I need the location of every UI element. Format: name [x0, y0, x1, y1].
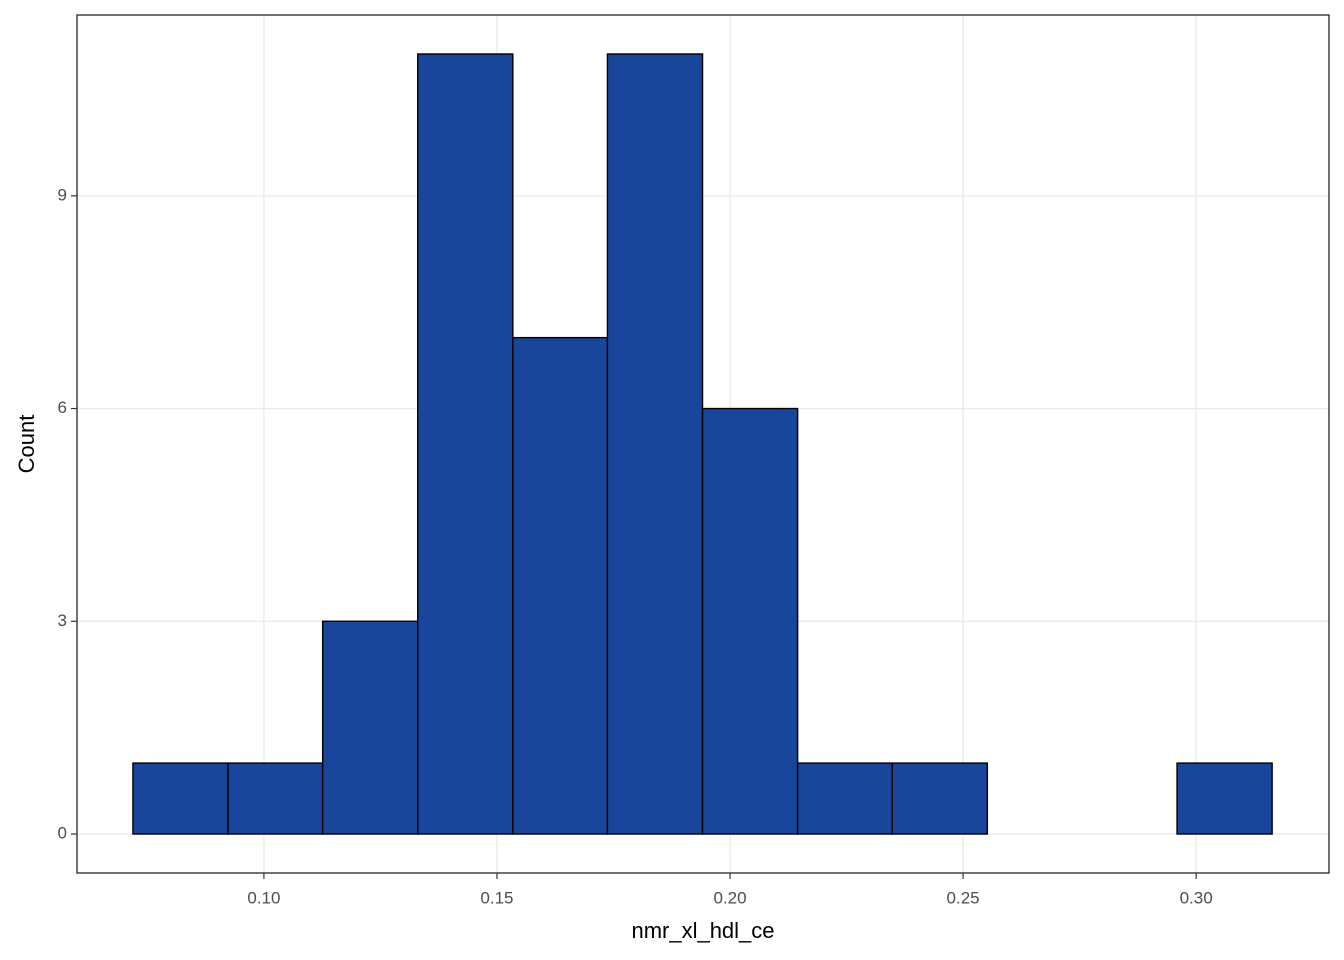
y-tick-label: 6 [58, 398, 67, 417]
panel-border [76, 14, 1330, 874]
x-tick-label: 0.10 [247, 888, 280, 907]
y-axis-title: Count [14, 415, 39, 474]
bar [796, 762, 893, 835]
bar [132, 762, 229, 835]
bar [606, 53, 704, 835]
y-tick-label: 9 [58, 185, 67, 204]
bar [321, 620, 419, 835]
bar [891, 762, 989, 835]
bar [701, 407, 799, 835]
bar [1176, 762, 1273, 835]
y-tick-label: 3 [58, 611, 67, 630]
bar [417, 53, 514, 835]
y-tick-label: 0 [58, 823, 67, 842]
x-tick-label: 0.30 [1180, 888, 1213, 907]
x-axis-title: nmr_xl_hdl_ce [631, 918, 774, 943]
x-tick-label: 0.25 [947, 888, 980, 907]
x-tick-label: 0.20 [713, 888, 746, 907]
x-tick-label: 0.15 [480, 888, 513, 907]
bar [227, 762, 324, 835]
bar [512, 336, 609, 835]
